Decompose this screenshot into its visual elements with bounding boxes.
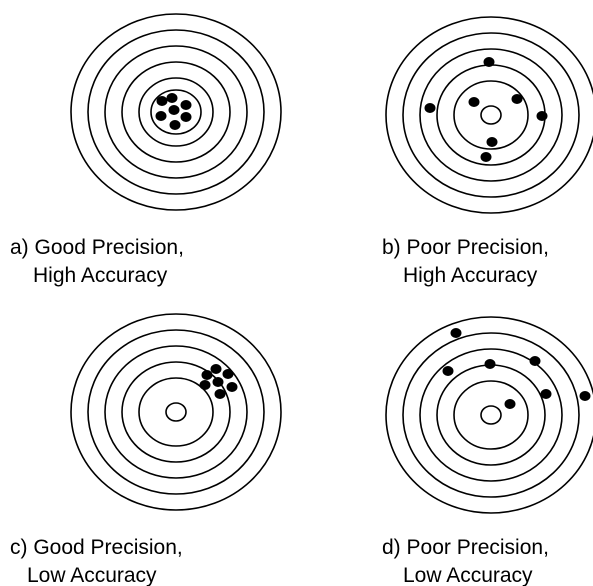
target-ring xyxy=(480,105,502,125)
target-ring xyxy=(150,89,202,135)
target-ring xyxy=(121,61,231,163)
hit-dot xyxy=(483,57,495,67)
hit-dot xyxy=(156,96,168,106)
hit-dot xyxy=(168,105,180,115)
hit-dot xyxy=(540,389,552,399)
panel-label: a) Good Precision, xyxy=(10,236,184,259)
target-ring xyxy=(402,32,580,198)
target-ring xyxy=(70,13,282,211)
hit-dot xyxy=(180,112,192,122)
panel-label: High Accuracy xyxy=(33,264,168,287)
target-ring xyxy=(138,77,214,147)
panel-label: High Accuracy xyxy=(403,264,538,287)
target-ring xyxy=(70,313,282,511)
hit-dot xyxy=(484,359,496,369)
hit-dot xyxy=(504,399,516,409)
hit-dot xyxy=(166,93,178,103)
hit-dot xyxy=(155,111,167,121)
panel-label: b) Poor Precision, xyxy=(382,236,549,259)
target-ring xyxy=(138,377,214,447)
hit-dot xyxy=(529,356,541,366)
target-ring xyxy=(419,48,563,182)
target-ring xyxy=(453,80,529,150)
target-ring xyxy=(385,316,593,514)
target-ring xyxy=(385,16,593,214)
hit-dot xyxy=(212,377,224,387)
hit-dot xyxy=(201,370,213,380)
target-ring xyxy=(104,345,248,479)
hit-dot xyxy=(442,366,454,376)
hit-dot xyxy=(450,328,462,338)
panel-label: d) Poor Precision, xyxy=(382,536,549,559)
target-ring xyxy=(453,380,529,450)
hit-dot xyxy=(214,389,226,399)
hit-dot xyxy=(199,380,211,390)
hit-dot xyxy=(222,369,234,379)
target-ring xyxy=(165,402,187,422)
hit-dot xyxy=(468,97,480,107)
hit-dot xyxy=(480,152,492,162)
target-ring xyxy=(87,329,265,495)
hit-dot xyxy=(536,111,548,121)
hit-dot xyxy=(180,100,192,110)
panel-label: Low Accuracy xyxy=(27,564,157,586)
target-ring xyxy=(87,29,265,195)
hit-dot xyxy=(486,137,498,147)
panel-label: Low Accuracy xyxy=(403,564,533,586)
hit-dot xyxy=(226,382,238,392)
hit-dot xyxy=(169,120,181,130)
target-ring xyxy=(121,361,231,463)
panel-label: c) Good Precision, xyxy=(10,536,183,559)
target-ring xyxy=(480,405,502,425)
hit-dot xyxy=(424,103,436,113)
target-ring xyxy=(419,348,563,482)
target-ring xyxy=(104,45,248,179)
hit-dot xyxy=(579,391,591,401)
target-ring xyxy=(402,332,580,498)
hit-dot xyxy=(511,94,523,104)
hit-dot xyxy=(210,364,222,374)
